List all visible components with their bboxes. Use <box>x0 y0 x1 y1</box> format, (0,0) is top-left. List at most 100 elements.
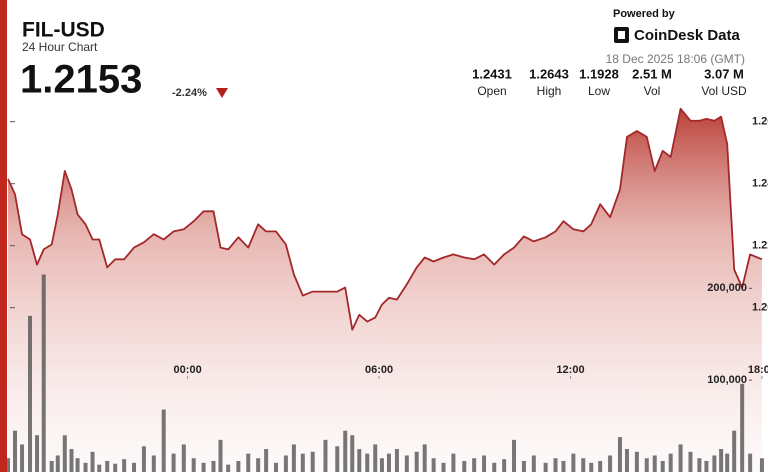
stat-label: Open <box>477 84 506 98</box>
volume-bar <box>472 458 477 472</box>
plot-area: 1.20 1.22 1.24 1.26 100,000 200,000 00:00 06:00… <box>6 107 768 472</box>
volume-bar <box>105 460 110 472</box>
volume-bar <box>668 453 673 472</box>
volume-bar <box>357 449 362 472</box>
volume-bar <box>291 444 296 472</box>
volume-bar <box>6 458 10 472</box>
price-line <box>7 107 763 331</box>
price: 1.2153 <box>20 58 142 102</box>
volume-bar <box>20 444 25 472</box>
stat-label: High <box>537 84 562 98</box>
volume-bar <box>404 455 409 472</box>
volume-bar <box>90 451 95 472</box>
volume-bar <box>748 453 753 472</box>
volume-bar <box>55 455 60 472</box>
volume-bar <box>264 449 269 472</box>
volume-bar <box>581 458 586 472</box>
volume-bar <box>122 459 127 472</box>
volume-bar <box>181 444 186 472</box>
volume-bar <box>386 453 391 472</box>
powered-by: Powered by <box>613 8 676 20</box>
y-tick-label: 1.24 <box>752 178 768 190</box>
volume-bar <box>201 462 206 472</box>
volume-bar <box>725 453 730 472</box>
volume-bar <box>740 383 745 472</box>
volume-bar <box>531 455 536 472</box>
stat-value: 1.2431 <box>472 66 512 81</box>
volume-bar <box>113 463 118 472</box>
volume-bar <box>712 455 717 472</box>
accent-bar <box>0 0 7 472</box>
volume-bar <box>236 460 241 472</box>
volume-bar <box>553 458 558 472</box>
volume-bar <box>132 462 137 472</box>
volume-bar <box>283 455 288 472</box>
volume-bar <box>373 444 378 472</box>
volume-bar <box>300 453 305 472</box>
volume-bar <box>652 455 657 472</box>
symbol: FIL-USD <box>22 19 105 42</box>
volume-bar <box>589 462 594 472</box>
volume-bar <box>191 458 196 472</box>
down-arrow <box>216 88 228 98</box>
volume-bar <box>379 458 384 472</box>
volume-bar <box>310 451 315 472</box>
volume-bar <box>644 458 649 472</box>
volume-bar <box>394 449 399 472</box>
price-area <box>8 108 762 472</box>
y2-tick-label: 100,000 <box>707 374 747 386</box>
volume-bar <box>13 430 18 472</box>
volume-bar <box>719 449 724 472</box>
stat-label: Vol USD <box>701 84 747 98</box>
x-tick-label: 00:00 <box>174 364 202 376</box>
volume-bar <box>83 462 88 472</box>
volume-bar <box>543 462 548 472</box>
volume-bar <box>62 435 67 472</box>
volume-bar <box>218 439 223 472</box>
x-tick-label: 12:00 <box>556 364 584 376</box>
volume-bar <box>35 435 40 472</box>
volume-bar <box>350 435 355 472</box>
volume-bar <box>335 446 340 472</box>
y-tick-label: 1.20 <box>752 302 768 314</box>
x-tick-label: 06:00 <box>365 364 393 376</box>
subtitle: 24 Hour Chart <box>22 40 98 54</box>
stat-value: 1.2643 <box>529 66 569 81</box>
brand-logo <box>614 27 629 43</box>
volume-bar <box>660 460 665 472</box>
volume-bar <box>343 430 348 472</box>
volume-bar <box>441 462 446 472</box>
volume-bar <box>274 462 279 472</box>
volume-bar <box>624 449 629 472</box>
stat-value: 1.1928 <box>579 66 619 81</box>
volume-bar <box>561 460 566 472</box>
volume-bar <box>246 453 251 472</box>
volume-bar <box>151 455 156 472</box>
volume-bar <box>171 453 176 472</box>
volume-bar <box>323 439 328 472</box>
volume-bar <box>431 458 436 472</box>
volume-bar <box>598 460 603 472</box>
volume-bar <box>97 464 102 472</box>
volume-bar <box>521 460 526 472</box>
volume-bar <box>75 458 80 472</box>
stats: 1.2431 Open 1.2643 High 1.1928 Low 2.51 M Vol 3.… <box>472 66 747 98</box>
stat-value: 3.07 M <box>704 66 744 81</box>
volume-bar <box>482 455 487 472</box>
volume-bar <box>608 455 613 472</box>
volume-bar <box>49 460 54 472</box>
volume-bar <box>365 453 370 472</box>
y-tick-label: 1.26 <box>752 116 768 128</box>
stat-label: Vol <box>644 84 661 98</box>
volume-bar <box>414 451 419 472</box>
volume-bar <box>759 458 764 472</box>
change: -2.24% <box>172 87 207 99</box>
stat-value: 2.51 M <box>632 66 672 81</box>
volume-bar <box>69 449 74 472</box>
volume-bar <box>697 458 702 472</box>
volume-bar <box>502 459 507 472</box>
volume-bar <box>634 451 639 472</box>
volume-bar <box>161 409 166 472</box>
volume-bar <box>41 274 46 472</box>
